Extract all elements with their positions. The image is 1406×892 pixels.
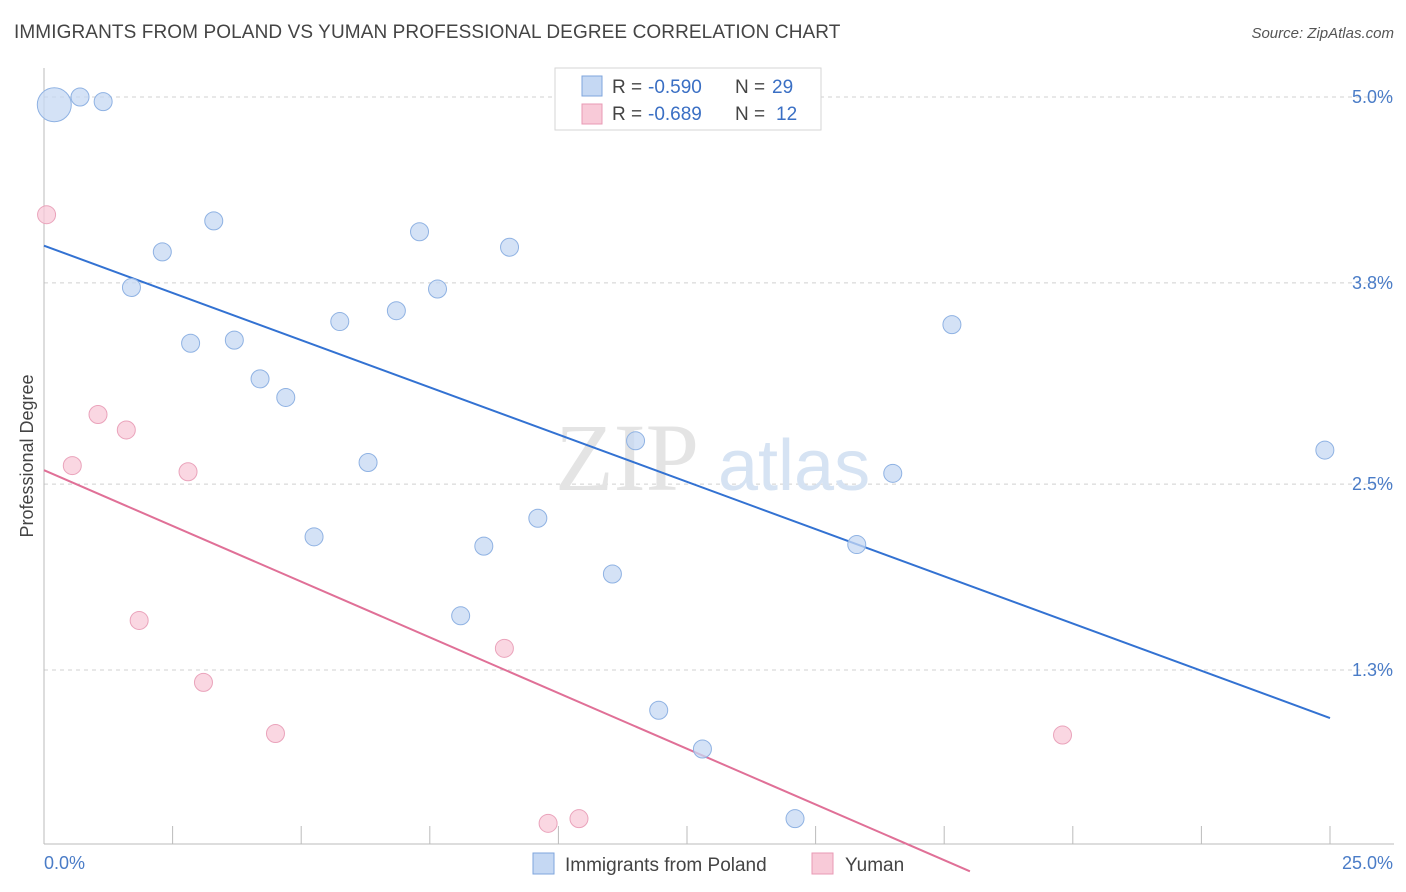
point-blue-1 <box>70 87 90 107</box>
trend-line-pink <box>43 469 971 873</box>
point-pink-9 <box>538 813 558 833</box>
point-blue-10 <box>304 527 324 547</box>
point-blue-18 <box>500 237 520 257</box>
point-blue-4 <box>152 242 172 262</box>
point-pink-1 <box>62 456 82 476</box>
series-legend: Immigrants from Poland Yuman <box>532 852 904 876</box>
legend-n-label-1: N = <box>735 77 765 98</box>
point-blue-0 <box>36 87 72 123</box>
point-blue-22 <box>649 700 669 720</box>
legend-swatch-pink <box>581 103 603 125</box>
point-blue-15 <box>428 279 448 299</box>
legend-n-value-1: 29 <box>772 77 793 98</box>
watermark: ZIP atlas <box>555 404 870 511</box>
point-blue-21 <box>626 431 646 451</box>
legend-r-label-2: R = <box>612 104 642 125</box>
point-blue-24 <box>785 809 805 829</box>
data-points <box>36 87 1335 833</box>
point-blue-7 <box>224 330 244 350</box>
watermark-zip: ZIP <box>555 404 699 511</box>
point-pink-5 <box>178 462 198 482</box>
point-pink-8 <box>494 638 514 658</box>
point-blue-9 <box>276 387 296 407</box>
y-tick-label-3: 1.3% <box>1352 660 1393 680</box>
trend-lines <box>43 244 1331 873</box>
legend-r-label-1: R = <box>612 77 642 98</box>
legend-swatch-poland <box>532 852 555 875</box>
point-blue-2 <box>93 92 113 112</box>
point-pink-3 <box>116 420 136 440</box>
point-blue-5 <box>121 277 141 297</box>
point-pink-2 <box>88 404 108 424</box>
point-pink-0 <box>37 205 57 225</box>
y-axis-label: Professional Degree <box>17 374 37 537</box>
point-blue-8 <box>250 369 270 389</box>
point-blue-26 <box>883 463 903 483</box>
point-pink-10 <box>569 809 589 829</box>
point-blue-6 <box>181 333 201 353</box>
source-label: Source: ZipAtlas.com <box>1251 25 1394 42</box>
y-tick-label-1: 3.8% <box>1352 273 1393 293</box>
point-blue-27 <box>942 315 962 335</box>
legend-r-value-2: -0.689 <box>648 104 702 125</box>
point-blue-20 <box>602 564 622 584</box>
point-blue-3 <box>204 211 224 231</box>
point-blue-23 <box>692 739 712 759</box>
trend-line-blue <box>43 244 1331 719</box>
y-tick-label-0: 5.0% <box>1352 87 1393 107</box>
point-blue-28 <box>1315 440 1335 460</box>
axes <box>43 68 1394 845</box>
legend-label-poland: Immigrants from Poland <box>565 855 767 876</box>
stats-legend: R = -0.590 N = 29 R = -0.689 N = 12 <box>554 67 822 131</box>
point-blue-17 <box>474 536 494 556</box>
point-blue-13 <box>386 301 406 321</box>
legend-n-value-2: 12 <box>776 104 797 125</box>
point-blue-12 <box>358 452 378 472</box>
x-tick-label-0: 0.0% <box>44 853 85 873</box>
point-pink-11 <box>1053 725 1073 745</box>
point-blue-16 <box>451 606 471 626</box>
legend-swatch-yuman <box>811 852 834 875</box>
watermark-atlas: atlas <box>718 426 870 506</box>
legend-label-yuman: Yuman <box>845 855 904 876</box>
point-blue-14 <box>410 222 430 242</box>
point-pink-6 <box>193 672 213 692</box>
chart-title: IMMIGRANTS FROM POLAND VS YUMAN PROFESSI… <box>14 22 841 43</box>
point-blue-11 <box>330 312 350 332</box>
point-pink-4 <box>129 610 149 630</box>
y-tick-labels: 5.0% 3.8% 2.5% 1.3% <box>1352 87 1393 680</box>
legend-n-label-2: N = <box>735 104 765 125</box>
x-tick-labels: 0.0% 25.0% <box>44 853 1393 873</box>
legend-r-value-1: -0.590 <box>648 77 702 98</box>
point-pink-7 <box>265 723 285 743</box>
x-tick-label-1: 25.0% <box>1342 853 1393 873</box>
legend-swatch-blue <box>581 75 603 97</box>
point-blue-19 <box>528 508 548 528</box>
grid-lines <box>44 96 1394 671</box>
point-blue-25 <box>847 535 867 555</box>
y-tick-label-2: 2.5% <box>1352 474 1393 494</box>
